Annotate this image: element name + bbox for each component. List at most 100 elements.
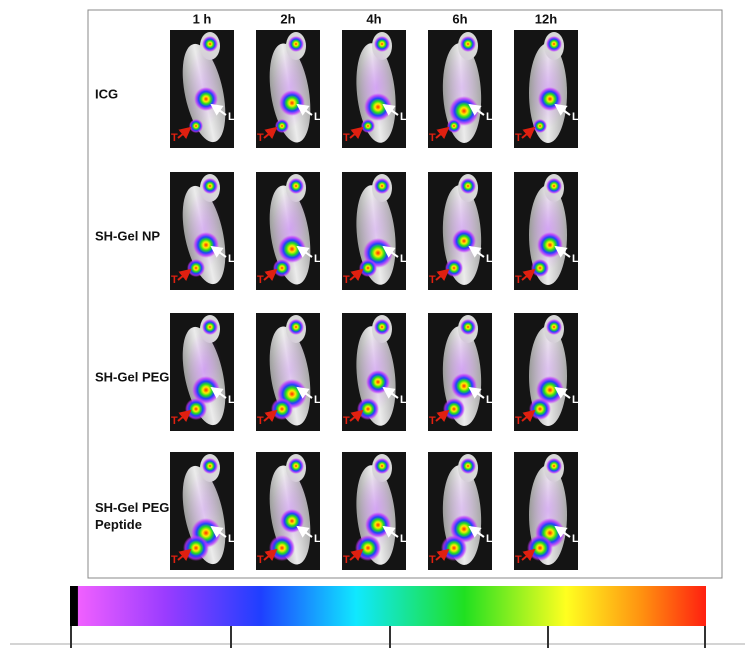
- liver-arrow: [468, 386, 485, 399]
- column-header: 6h: [452, 11, 467, 26]
- tumor-marker: T: [343, 132, 350, 144]
- liver-marker: L: [314, 111, 321, 123]
- signal-haze: [272, 48, 308, 128]
- row-label: SH-Gel NP: [95, 228, 160, 243]
- liver-arrow: [554, 386, 571, 399]
- mouse-image: LT: [428, 172, 493, 290]
- tumor-marker: T: [171, 274, 178, 286]
- tumor-arrow: [521, 548, 536, 562]
- signal-tumor: [359, 259, 377, 277]
- signal-head: [202, 319, 218, 335]
- signal-head: [202, 178, 218, 194]
- liver-arrow: [382, 245, 399, 258]
- mouse-image: LT: [256, 313, 321, 431]
- tumor-arrow: [435, 268, 450, 282]
- mouse-image: LT: [170, 172, 235, 290]
- liver-arrow: [210, 386, 227, 399]
- liver-arrow: [296, 525, 313, 538]
- liver-marker: L: [228, 533, 235, 545]
- mouse-image: LT: [342, 30, 407, 148]
- signal-head: [546, 319, 562, 335]
- signal-tumor: [533, 119, 547, 133]
- mouse-image: LT: [428, 313, 493, 431]
- tumor-marker: T: [257, 274, 264, 286]
- liver-marker: L: [400, 111, 407, 123]
- liver-marker: L: [572, 253, 579, 265]
- liver-marker: L: [400, 533, 407, 545]
- signal-head: [374, 178, 390, 194]
- signal-liver: [193, 232, 219, 258]
- liver-arrow: [468, 245, 485, 258]
- signal-head: [374, 36, 390, 52]
- signal-head: [288, 319, 304, 335]
- liver-arrow: [296, 386, 313, 399]
- liver-arrow: [554, 103, 571, 116]
- mouse-image: LT: [170, 452, 235, 570]
- signal-tumor: [447, 119, 461, 133]
- signal-tumor: [183, 535, 209, 561]
- mouse-image: LT: [170, 30, 235, 148]
- signal-tumor: [355, 535, 381, 561]
- tumor-marker: T: [429, 132, 436, 144]
- signal-head: [288, 458, 304, 474]
- tumor-marker: T: [171, 132, 178, 144]
- tumor-arrow: [177, 268, 192, 282]
- liver-arrow: [210, 245, 227, 258]
- tumor-arrow: [521, 126, 536, 140]
- column-header: 1 h: [193, 11, 212, 26]
- figure-frame: [87, 9, 723, 579]
- signal-head: [202, 36, 218, 52]
- liver-arrow: [468, 525, 485, 538]
- signal-head: [374, 319, 390, 335]
- signal-tumor: [273, 259, 291, 277]
- liver-arrow: [210, 525, 227, 538]
- signal-tumor: [443, 398, 465, 420]
- tumor-marker: T: [515, 415, 522, 427]
- column-header: 2h: [280, 11, 295, 26]
- mouse-image: LT: [342, 452, 407, 570]
- tumor-arrow: [349, 548, 364, 562]
- signal-tumor: [187, 259, 205, 277]
- tumor-arrow: [177, 548, 192, 562]
- color-scale: [70, 586, 706, 626]
- liver-marker: L: [572, 394, 579, 406]
- signal-tumor: [271, 398, 293, 420]
- tumor-marker: T: [515, 554, 522, 566]
- tumor-marker: T: [257, 415, 264, 427]
- tumor-arrow: [263, 548, 278, 562]
- tumor-arrow: [177, 409, 192, 423]
- tumor-arrow: [521, 409, 536, 423]
- signal-tumor: [185, 398, 207, 420]
- row-label: SH-Gel PEG: [95, 369, 169, 384]
- signal-liver: [449, 96, 479, 126]
- mouse-image: LT: [170, 313, 235, 431]
- liver-arrow: [296, 103, 313, 116]
- tumor-arrow: [349, 126, 364, 140]
- liver-arrow: [382, 525, 399, 538]
- signal-head: [288, 36, 304, 52]
- signal-tumor: [357, 398, 379, 420]
- mouse-image: LT: [514, 30, 579, 148]
- signal-head: [546, 458, 562, 474]
- liver-marker: L: [314, 394, 321, 406]
- tumor-arrow: [263, 126, 278, 140]
- mouse-image: LT: [256, 452, 321, 570]
- tumor-marker: T: [171, 554, 178, 566]
- tumor-arrow: [521, 268, 536, 282]
- column-header: 12h: [535, 11, 557, 26]
- signal-haze: [186, 190, 222, 270]
- signal-head: [460, 178, 476, 194]
- tumor-marker: T: [343, 415, 350, 427]
- row-label: Peptide: [95, 517, 142, 532]
- signal-tumor: [531, 259, 549, 277]
- liver-marker: L: [486, 253, 493, 265]
- liver-marker: L: [228, 394, 235, 406]
- tumor-marker: T: [429, 415, 436, 427]
- mouse-image: LT: [514, 313, 579, 431]
- liver-arrow: [382, 103, 399, 116]
- column-header: 4h: [366, 11, 381, 26]
- liver-arrow: [468, 103, 485, 116]
- signal-head: [460, 319, 476, 335]
- tumor-arrow: [435, 126, 450, 140]
- tumor-marker: T: [515, 132, 522, 144]
